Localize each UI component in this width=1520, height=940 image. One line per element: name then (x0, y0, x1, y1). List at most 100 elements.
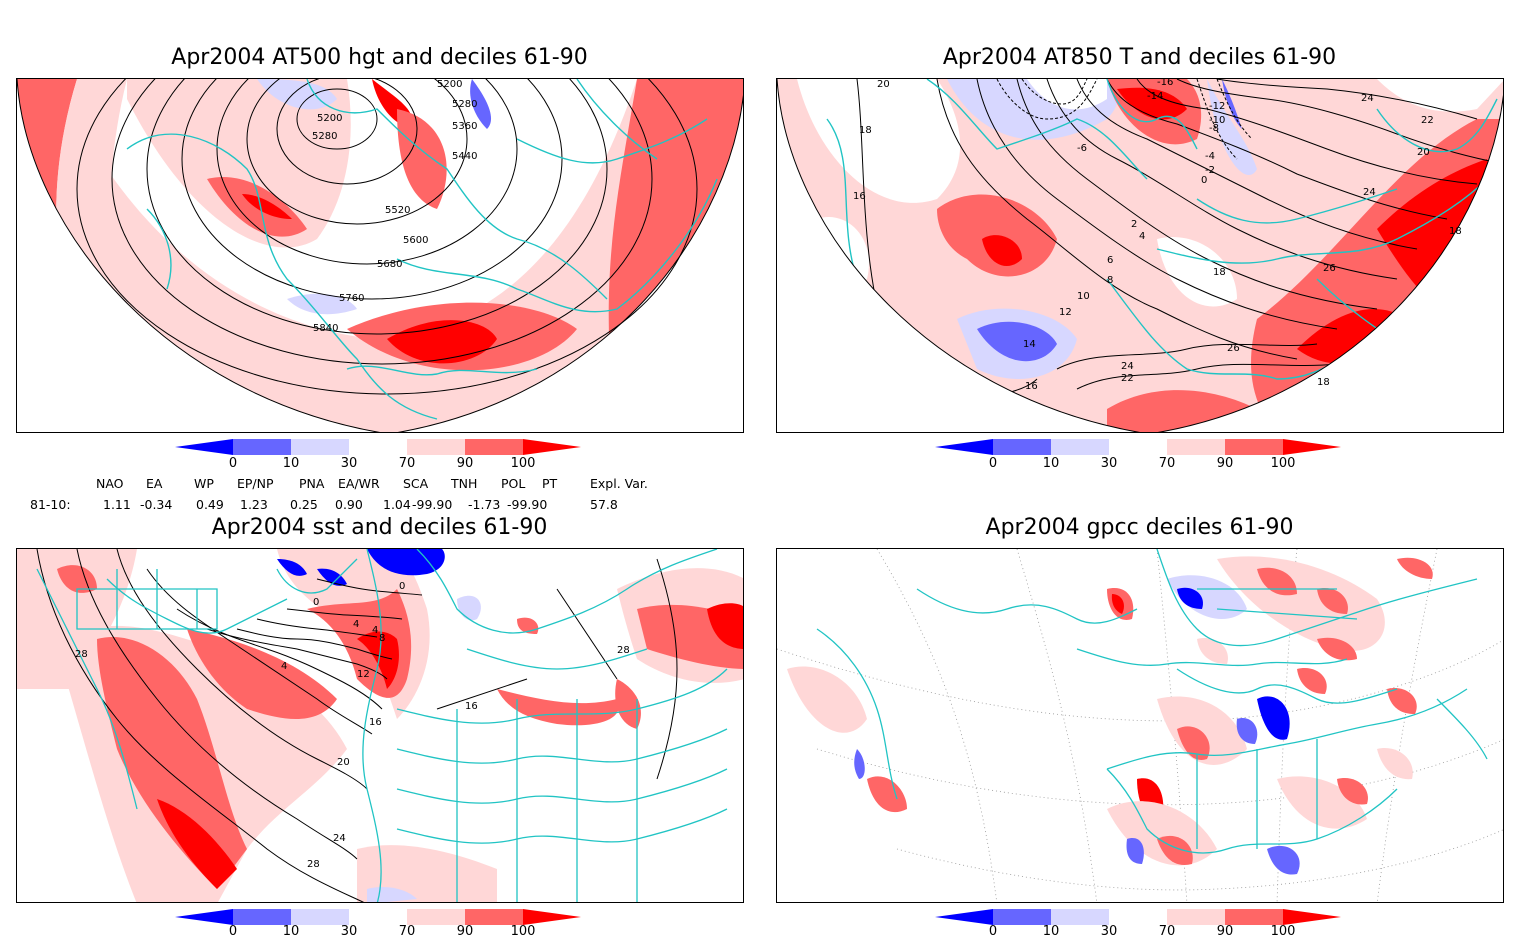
map-panel-t850: -16 -14 -12 -10 -8 -6 -4 -2 0 2 4 6 8 10… (776, 78, 1504, 433)
index-header: TNH (451, 476, 478, 491)
contour-label: 8 (379, 633, 385, 644)
colorbar-tick-label: 90 (456, 456, 474, 471)
colorbar-tick-label: 100 (510, 456, 536, 471)
index-value: 0.25 (290, 497, 318, 512)
contour-label: 20 (877, 79, 890, 90)
colorbar-tick-label: 0 (228, 456, 238, 471)
contour-label: 2 (1131, 219, 1137, 230)
contour-label: 20 (1417, 147, 1430, 158)
contour-label: 18 (1317, 377, 1330, 388)
colorbar-swatches (175, 439, 581, 455)
colorbar-tick-label: 10 (1042, 456, 1060, 471)
contour-label: 18 (1213, 267, 1226, 278)
contour-label: 5840 (313, 323, 338, 334)
contour-label: -6 (1077, 143, 1087, 154)
index-value: 1.04 (383, 497, 411, 512)
contour-label: 28 (75, 649, 88, 660)
colorbar-tick-label: 100 (1270, 924, 1296, 939)
index-row-label: 81-10: (30, 497, 71, 512)
panel-title-t850: Apr2004 AT850 T and deciles 61-90 (942, 45, 1337, 70)
colorbar-tick-label: 10 (282, 924, 300, 939)
contour-label: 22 (1121, 373, 1134, 384)
colorbar-tick-label: 10 (282, 456, 300, 471)
contour-label: 6 (1107, 255, 1113, 266)
contour-label: 0 (399, 581, 405, 592)
contour-label: 5200 (437, 79, 462, 90)
map-t850-svg: -16 -14 -12 -10 -8 -6 -4 -2 0 2 4 6 8 10… (777, 79, 1503, 432)
contour-label: 24 (1363, 187, 1376, 198)
index-value: 0.49 (196, 497, 224, 512)
contour-label: 5280 (312, 131, 337, 142)
panel-title-gpcc: Apr2004 gpcc deciles 61-90 (985, 515, 1294, 540)
colorbar-tick-label: 0 (988, 924, 998, 939)
index-header: PNA (299, 476, 325, 491)
contour-label: 5280 (452, 99, 477, 110)
colorbar-tick-label: 0 (988, 456, 998, 471)
index-header: POL (501, 476, 526, 491)
colorbar-tick-label: 0 (228, 924, 238, 939)
colorbar-tick-label: 100 (510, 924, 536, 939)
contour-label: 12 (357, 669, 370, 680)
contour-label: 20 (337, 757, 350, 768)
index-header: EP/NP (237, 476, 274, 491)
map-panel-sst: 0 0 4 4 8 12 16 16 20 24 28 28 28 4 (16, 548, 744, 903)
colorbar-top-right (935, 439, 1341, 455)
index-header: WP (194, 476, 214, 491)
panel-title-sst: Apr2004 sst and deciles 61-90 (211, 515, 548, 540)
contour-label: -4 (1205, 151, 1215, 162)
colorbar-tick-label: 70 (398, 924, 416, 939)
index-value: -99.90 (412, 497, 453, 512)
colorbar-tick-label: 30 (340, 924, 358, 939)
contour-label: 24 (1361, 93, 1374, 104)
contour-label: 5680 (377, 259, 402, 270)
colorbar-top-left (175, 439, 581, 455)
contour-label: 4 (1139, 231, 1145, 242)
index-value: 1.11 (103, 497, 131, 512)
contour-label: 5440 (452, 151, 477, 162)
colorbar-bottom-left (175, 909, 581, 925)
colorbar-tick-label: 10 (1042, 924, 1060, 939)
index-value: 0.90 (335, 497, 363, 512)
colorbar-tick-label: 90 (1216, 456, 1234, 471)
contour-label: 26 (1323, 263, 1336, 274)
index-value: -1.73 (468, 497, 501, 512)
map-panel-gpcc (776, 548, 1504, 903)
index-header: PT (542, 476, 558, 491)
map-sst-svg: 0 0 4 4 8 12 16 16 20 24 28 28 28 4 (17, 549, 743, 902)
panel-title-hgt500: Apr2004 AT500 hgt and deciles 61-90 (171, 45, 588, 70)
map-panel-hgt500: 5200 5200 5280 5280 5360 5440 5520 5600 … (16, 78, 744, 433)
contour-label: 16 (369, 717, 382, 728)
contour-label: 5760 (339, 293, 364, 304)
colorbar-tick-label: 100 (1270, 456, 1296, 471)
contour-label: 16 (1025, 381, 1038, 392)
contour-label: -14 (1147, 91, 1163, 102)
contour-label: 0 (313, 597, 319, 608)
colorbar-tick-label: 90 (1216, 924, 1234, 939)
contour-label: 24 (1121, 361, 1134, 372)
contour-label: 16 (853, 191, 866, 202)
colorbar-tick-label: 70 (1158, 456, 1176, 471)
index-value: -0.34 (140, 497, 173, 512)
colorbar-tick-label: 70 (398, 456, 416, 471)
contour-label: -16 (1157, 79, 1173, 88)
contour-label: 10 (1077, 291, 1090, 302)
colorbar-tick-label: 30 (1100, 924, 1118, 939)
index-value: 1.23 (240, 497, 268, 512)
contour-label: 12 (1059, 307, 1072, 318)
colorbar-tick-label: 30 (1100, 456, 1118, 471)
contour-label: 4 (281, 661, 287, 672)
contour-label: 4 (353, 619, 359, 630)
contour-label: -2 (1205, 165, 1215, 176)
index-header: Expl. Var. (590, 476, 648, 491)
contour-label: 4 (372, 625, 378, 636)
contour-label: -10 (1209, 115, 1225, 126)
index-header: NAO (96, 476, 124, 491)
contour-label: 0 (1201, 175, 1207, 186)
contour-label: -12 (1209, 101, 1225, 112)
contour-label: 5200 (317, 113, 342, 124)
colorbar-tick-label: 30 (340, 456, 358, 471)
contour-label: 22 (1421, 115, 1434, 126)
contour-label: 8 (1107, 275, 1113, 286)
index-value: -99.90 (507, 497, 548, 512)
colorbar-tick-label: 70 (1158, 924, 1176, 939)
